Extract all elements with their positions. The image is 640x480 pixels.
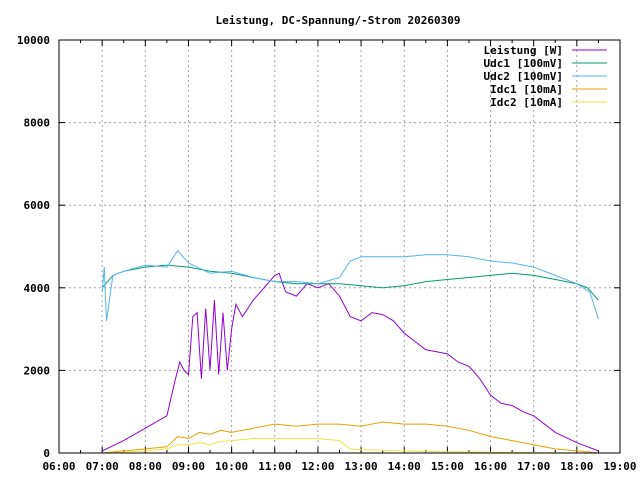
x-tick-label: 07:00 xyxy=(86,460,119,473)
grid xyxy=(59,40,620,453)
x-tick-label: 10:00 xyxy=(215,460,248,473)
legend-label: Leistung [W] xyxy=(484,44,563,57)
series-lines xyxy=(101,249,599,454)
x-tick-label: 13:00 xyxy=(345,460,378,473)
series-line-1 xyxy=(101,264,599,301)
x-tick-label: 19:00 xyxy=(603,460,636,473)
x-tick-label: 16:00 xyxy=(474,460,507,473)
x-tick-label: 09:00 xyxy=(172,460,205,473)
series-line-0 xyxy=(101,272,599,452)
x-tick-label: 08:00 xyxy=(129,460,162,473)
y-tick-label: 6000 xyxy=(24,199,51,212)
legend: Leistung [W]Udc1 [100mV]Udc2 [100mV]Idc1… xyxy=(484,44,607,109)
x-tick-label: 15:00 xyxy=(431,460,464,473)
series-line-4 xyxy=(102,438,599,454)
ticks: 06:00 07:00 08:00 09:00 10:00 11:00 12:00 13:00… xyxy=(17,34,637,473)
x-tick-label: 12:00 xyxy=(301,460,334,473)
legend-label: Udc1 [100mV] xyxy=(484,57,563,70)
chart-title: Leistung, DC-Spannung/-Strom 20260309 xyxy=(215,14,460,27)
series-line-3 xyxy=(102,421,599,454)
plot-border xyxy=(58,39,621,454)
y-tick-label: 2000 xyxy=(24,364,51,377)
y-tick-label: 4000 xyxy=(24,282,51,295)
y-tick-label: 8000 xyxy=(24,117,51,130)
x-tick-label: 17:00 xyxy=(517,460,550,473)
x-tick-label: 18:00 xyxy=(560,460,593,473)
x-tick-label: 14:00 xyxy=(388,460,421,473)
legend-label: Udc2 [100mV] xyxy=(484,70,563,83)
legend-label: Idc1 [10mA] xyxy=(490,83,563,96)
x-tick-label: 11:00 xyxy=(258,460,291,473)
y-tick-label: 0 xyxy=(43,447,50,460)
legend-label: Idc2 [10mA] xyxy=(490,96,563,109)
series-line-2 xyxy=(101,249,599,321)
x-tick-label: 06:00 xyxy=(42,460,75,473)
y-tick-label: 10000 xyxy=(17,34,50,47)
